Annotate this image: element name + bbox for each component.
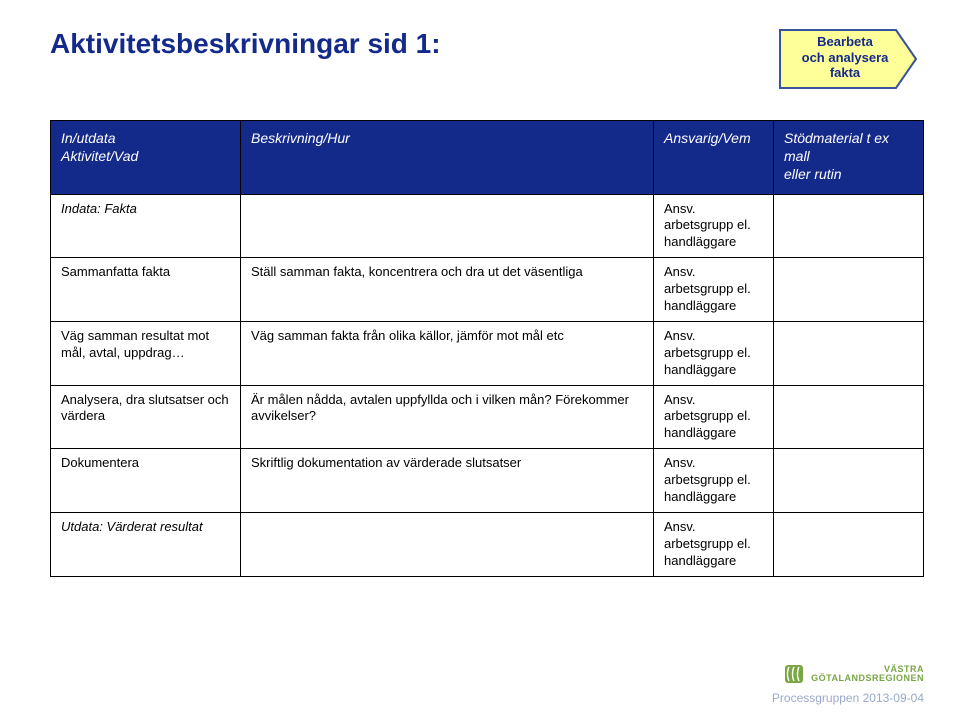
table-row: Indata: Fakta Ansv.arbetsgrupp el.handläg… (51, 194, 924, 258)
table-row: Sammanfatta faktaStäll samman fakta, kon… (51, 258, 924, 322)
table-row: Utdata: Värderat resultat Ansv.arbetsgrup… (51, 512, 924, 576)
cell-responsible: Ansv.arbetsgrupp el.handläggare (654, 449, 774, 513)
table-row: Väg samman resultat mot mål, avtal, uppd… (51, 321, 924, 385)
cell-material (774, 512, 924, 576)
cell-responsible: Ansv.arbetsgrupp el.handläggare (654, 194, 774, 258)
activity-table: In/utdata Aktivitet/Vad Beskrivning/Hur … (50, 120, 924, 577)
cell-description: Är målen nådda, avtalen uppfyllda och i … (241, 385, 654, 449)
cell-description: Väg samman fakta från olika källor, jämf… (241, 321, 654, 385)
chevron-line1: Bearbeta (817, 34, 873, 49)
cell-responsible: Ansv.arbetsgrupp el.handläggare (654, 512, 774, 576)
th-responsible: Ansvarig/Vem (654, 121, 774, 195)
cell-description: Skriftlig dokumentation av värderade slu… (241, 449, 654, 513)
cell-material (774, 385, 924, 449)
page-title: Aktivitetsbeskrivningar sid 1: (50, 28, 441, 60)
table-row: DokumenteraSkriftlig dokumentation av vä… (51, 449, 924, 513)
cell-material (774, 194, 924, 258)
logo-icon (783, 663, 805, 685)
cell-responsible: Ansv.arbetsgrupp el.handläggare (654, 385, 774, 449)
cell-activity: Dokumentera (51, 449, 241, 513)
cell-description (241, 512, 654, 576)
cell-material (774, 321, 924, 385)
table-row: Analysera, dra slutsatser och värderaÄr … (51, 385, 924, 449)
cell-activity: Indata: Fakta (51, 194, 241, 258)
cell-material (774, 258, 924, 322)
cell-responsible: Ansv.arbetsgrupp el.handläggare (654, 258, 774, 322)
cell-activity: Analysera, dra slutsatser och värdera (51, 385, 241, 449)
cell-activity: Utdata: Värderat resultat (51, 512, 241, 576)
th-activity: In/utdata Aktivitet/Vad (51, 121, 241, 195)
chevron-badge: Bearbeta och analysera fakta (778, 28, 918, 90)
cell-activity: Sammanfatta fakta (51, 258, 241, 322)
chevron-line3: fakta (830, 65, 860, 80)
cell-description (241, 194, 654, 258)
th-material: Stödmaterial t ex mall eller rutin (774, 121, 924, 195)
cell-responsible: Ansv.arbetsgrupp el.handläggare (654, 321, 774, 385)
footer-note: Processgruppen 2013-09-04 (772, 691, 924, 705)
cell-activity: Väg samman resultat mot mål, avtal, uppd… (51, 321, 241, 385)
cell-description: Ställ samman fakta, koncentrera och dra … (241, 258, 654, 322)
chevron-line2: och analysera (802, 50, 889, 65)
logo-line2: GÖTALANDSREGIONEN (811, 673, 924, 683)
cell-material (774, 449, 924, 513)
th-description: Beskrivning/Hur (241, 121, 654, 195)
footer: VÄSTRA GÖTALANDSREGIONEN Processgruppen … (772, 663, 924, 705)
logo: VÄSTRA GÖTALANDSREGIONEN (772, 663, 924, 685)
